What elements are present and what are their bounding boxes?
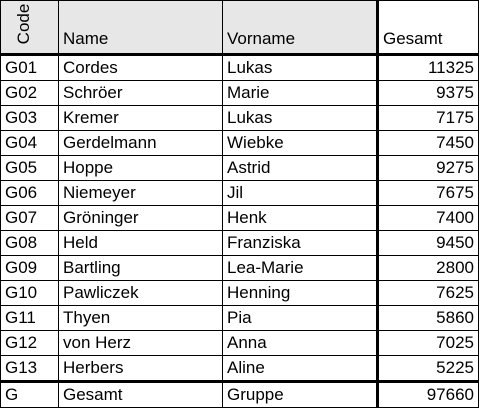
cell-vorname[interactable]: Henk	[222, 205, 378, 231]
cell-name[interactable]: Cordes	[58, 54, 223, 81]
total-row: G Gesamt Gruppe 97660	[0, 380, 479, 408]
table-row: G10 Pawliczek Henning 7625	[0, 280, 479, 306]
cell-name[interactable]: Pawliczek	[58, 280, 223, 306]
cell-code[interactable]: G10	[0, 280, 59, 306]
table-row: G12 von Herz Anna 7025	[0, 330, 479, 356]
cell-vorname[interactable]: Jil	[222, 180, 378, 206]
table-row: G06 Niemeyer Jil 7675	[0, 180, 479, 206]
cell-gesamt[interactable]: 2800	[376, 255, 479, 281]
cell-vorname[interactable]: Franziska	[222, 230, 378, 256]
cell-code[interactable]: G04	[0, 130, 59, 156]
cell-vorname[interactable]: Anna	[222, 330, 378, 356]
table-row: G03 Kremer Lukas 7175	[0, 105, 479, 131]
cell-gesamt[interactable]: 7625	[376, 280, 479, 306]
cell-code[interactable]: G11	[0, 305, 59, 331]
cell-gesamt[interactable]: 9450	[376, 230, 479, 256]
total-cell-gesamt[interactable]: 97660	[376, 380, 479, 408]
cell-name[interactable]: Gerdelmann	[58, 130, 223, 156]
cell-name[interactable]: Hoppe	[58, 155, 223, 181]
table-row: G13 Herbers Aline 5225	[0, 355, 479, 382]
header-cell-name[interactable]: Name	[58, 0, 223, 56]
table-row: G09 Bartling Lea-Marie 2800	[0, 255, 479, 281]
cell-vorname[interactable]: Astrid	[222, 155, 378, 181]
cell-vorname[interactable]: Pia	[222, 305, 378, 331]
table-body: G01 Cordes Lukas 11325 G02 Schröer Marie…	[0, 54, 479, 408]
cell-code[interactable]: G07	[0, 205, 59, 231]
cell-name[interactable]: von Herz	[58, 330, 223, 356]
cell-gesamt[interactable]: 11325	[376, 54, 479, 81]
header-cell-code[interactable]: Code	[0, 0, 59, 56]
cell-gesamt[interactable]: 9375	[376, 80, 479, 106]
cell-gesamt[interactable]: 7675	[376, 180, 479, 206]
cell-vorname[interactable]: Wiebke	[222, 130, 378, 156]
header-cell-vorname[interactable]: Vorname	[222, 0, 378, 56]
table-row: G08 Held Franziska 9450	[0, 230, 479, 256]
cell-vorname[interactable]: Aline	[222, 355, 378, 382]
cell-code[interactable]: G01	[0, 54, 59, 81]
cell-name[interactable]: Niemeyer	[58, 180, 223, 206]
cell-code[interactable]: G02	[0, 80, 59, 106]
cell-name[interactable]: Schröer	[58, 80, 223, 106]
cell-code[interactable]: G06	[0, 180, 59, 206]
total-cell-vorname[interactable]: Gruppe	[222, 380, 378, 408]
header-row: Code Name Vorname Gesamt	[0, 0, 479, 56]
cell-vorname[interactable]: Marie	[222, 80, 378, 106]
cell-gesamt[interactable]: 7400	[376, 205, 479, 231]
total-cell-name[interactable]: Gesamt	[58, 380, 223, 408]
cell-name[interactable]: Herbers	[58, 355, 223, 382]
table-row: G07 Gröninger Henk 7400	[0, 205, 479, 231]
cell-gesamt[interactable]: 7025	[376, 330, 479, 356]
cell-vorname[interactable]: Henning	[222, 280, 378, 306]
cell-code[interactable]: G08	[0, 230, 59, 256]
total-cell-code[interactable]: G	[0, 380, 59, 408]
cell-vorname[interactable]: Lea-Marie	[222, 255, 378, 281]
table-row: G11 Thyen Pia 5860	[0, 305, 479, 331]
cell-gesamt[interactable]: 7450	[376, 130, 479, 156]
cell-code[interactable]: G12	[0, 330, 59, 356]
cell-name[interactable]: Held	[58, 230, 223, 256]
cell-gesamt[interactable]: 7175	[376, 105, 479, 131]
cell-gesamt[interactable]: 5860	[376, 305, 479, 331]
cell-vorname[interactable]: Lukas	[222, 105, 378, 131]
cell-code[interactable]: G05	[0, 155, 59, 181]
cell-name[interactable]: Bartling	[58, 255, 223, 281]
cell-name[interactable]: Gröninger	[58, 205, 223, 231]
cell-gesamt[interactable]: 5225	[376, 355, 479, 382]
table-row: G01 Cordes Lukas 11325	[0, 54, 479, 81]
header-code-label: Code	[13, 3, 33, 45]
table-row: G02 Schröer Marie 9375	[0, 80, 479, 106]
cell-name[interactable]: Thyen	[58, 305, 223, 331]
header-cell-gesamt[interactable]: Gesamt	[376, 0, 479, 56]
cell-code[interactable]: G03	[0, 105, 59, 131]
cell-code[interactable]: G13	[0, 355, 59, 382]
cell-vorname[interactable]: Lukas	[222, 54, 378, 81]
cell-gesamt[interactable]: 9275	[376, 155, 479, 181]
cell-name[interactable]: Kremer	[58, 105, 223, 131]
score-table: Code Name Vorname Gesamt G01 Cordes Luka…	[0, 0, 479, 408]
table-row: G04 Gerdelmann Wiebke 7450	[0, 130, 479, 156]
cell-code[interactable]: G09	[0, 255, 59, 281]
table-row: G05 Hoppe Astrid 9275	[0, 155, 479, 181]
